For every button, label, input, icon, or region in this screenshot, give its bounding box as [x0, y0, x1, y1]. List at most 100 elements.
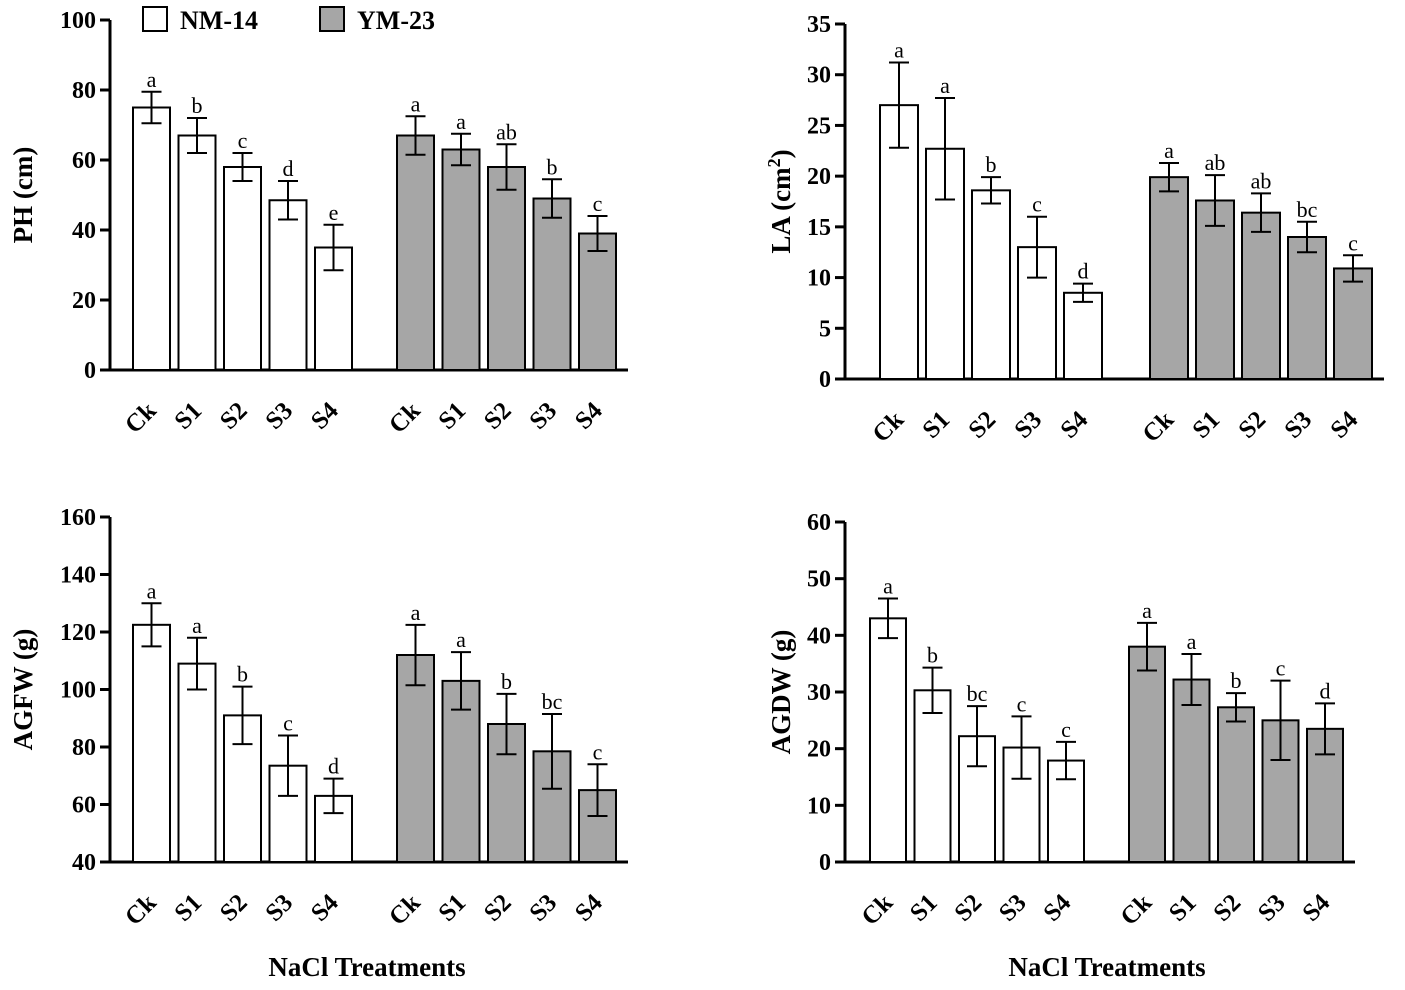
- y-tick-label: 0: [819, 367, 831, 393]
- x-tick-label: S3: [994, 889, 1032, 927]
- chart-leaf-area: 0 5 10 15 20 25 30 35 LA (cm2) a Ck a S1 b S2 c S3 d S4 a Ck…: [764, 12, 1384, 448]
- x-tick-label: S2: [949, 889, 987, 927]
- y-tick-label: 140: [60, 563, 96, 589]
- legend-swatch-ym23: [319, 6, 345, 32]
- bar: [396, 654, 435, 863]
- y-tick-label: 10: [807, 266, 831, 292]
- y-axis-title: AGDW (g): [766, 630, 796, 755]
- y-axis-title: LA (cm2): [764, 149, 796, 253]
- significance-letter: a: [411, 600, 421, 625]
- significance-letter: a: [456, 627, 466, 652]
- significance-letter: a: [1142, 598, 1152, 623]
- bar: [1241, 211, 1281, 380]
- bar: [268, 199, 308, 371]
- x-tick-label: S2: [479, 397, 517, 435]
- x-tick-label: Ck: [868, 406, 910, 448]
- y-tick-label: 0: [819, 850, 831, 876]
- bar: [441, 148, 481, 371]
- legend-label-ym23: YM-23: [357, 6, 435, 35]
- x-tick-label: S2: [215, 889, 253, 927]
- y-tick-label: 160: [60, 505, 96, 531]
- y-tick-label: 25: [807, 113, 831, 139]
- x-tick-label: S4: [570, 889, 608, 927]
- x-tick-label: S3: [524, 889, 562, 927]
- significance-letter: a: [147, 67, 157, 92]
- x-tick-label: S4: [570, 397, 608, 435]
- significance-letter: a: [1187, 629, 1197, 654]
- y-tick-label: 60: [72, 793, 96, 819]
- significance-letter: c: [593, 739, 603, 764]
- bar: [869, 617, 907, 863]
- chart-plant-height: 0 20 40 60 80 100 PH (cm) a Ck b S1 c S2 d S3 e S4 a Ck a S1…: [8, 8, 628, 439]
- y-tick-label: 30: [807, 680, 831, 706]
- significance-letter: c: [1276, 656, 1286, 681]
- significance-letter: d: [1078, 259, 1089, 284]
- y-tick-label: 60: [807, 510, 831, 536]
- chart-above-ground-fresh-weight: 40 60 80 100 120 140 160 AGFW (g) a Ck a S1 b S2 c S3 d S…: [8, 505, 628, 931]
- x-tick-label: S3: [260, 397, 298, 435]
- bar: [1063, 291, 1103, 380]
- significance-letter: bc: [542, 689, 563, 714]
- x-tick-label: Ck: [1138, 406, 1180, 448]
- bar: [1287, 236, 1327, 380]
- x-tick-label: S1: [433, 889, 471, 927]
- x-tick-label: S4: [306, 397, 344, 435]
- y-tick-label: 30: [807, 63, 831, 89]
- x-axis-title-left: NaCl Treatments: [268, 952, 465, 982]
- significance-letter: a: [940, 73, 950, 98]
- y-tick-label: 35: [807, 12, 831, 38]
- significance-letter: a: [883, 574, 893, 599]
- x-tick-label: S2: [1233, 406, 1271, 444]
- y-axis-title: AGFW (g): [8, 629, 38, 751]
- y-tick-label: 5: [819, 316, 831, 342]
- significance-letter: ab: [1251, 168, 1272, 193]
- x-tick-label: S4: [1038, 889, 1076, 927]
- y-tick-label: 0: [84, 358, 96, 384]
- x-tick-label: S4: [1297, 889, 1335, 927]
- x-tick-label: S1: [433, 397, 471, 435]
- significance-letter: c: [238, 128, 248, 153]
- y-tick-label: 20: [807, 737, 831, 763]
- significance-letter: d: [283, 156, 294, 181]
- x-tick-label: Ck: [120, 889, 162, 931]
- significance-letter: c: [283, 711, 293, 736]
- significance-letter: a: [894, 38, 904, 63]
- x-tick-label: S3: [1009, 406, 1047, 444]
- significance-letter: bc: [1297, 197, 1318, 222]
- significance-letter: d: [1320, 678, 1331, 703]
- bar: [132, 106, 171, 371]
- x-tick-label: Ck: [120, 397, 162, 439]
- significance-letter: a: [456, 109, 466, 134]
- y-tick-label: 40: [72, 850, 96, 876]
- legend-swatch-nm14: [142, 6, 168, 32]
- y-tick-label: 50: [807, 567, 831, 593]
- y-axis-title: PH (cm): [8, 147, 38, 244]
- bar: [314, 794, 353, 863]
- bar: [532, 197, 572, 371]
- x-tick-label: S1: [905, 889, 943, 927]
- bar: [971, 189, 1011, 380]
- x-tick-label: S2: [479, 889, 517, 927]
- significance-letter: b: [986, 152, 997, 177]
- significance-letter: c: [1032, 192, 1042, 217]
- significance-letter: c: [1061, 717, 1071, 742]
- bar: [487, 166, 526, 371]
- bar: [1149, 176, 1189, 380]
- bar: [578, 232, 617, 371]
- significance-letter: b: [237, 662, 248, 687]
- y-tick-label: 120: [60, 620, 96, 646]
- bar: [958, 735, 996, 864]
- significance-letter: e: [329, 200, 339, 225]
- x-tick-label: Ck: [1116, 889, 1158, 931]
- x-tick-label: S3: [1279, 406, 1317, 444]
- bar: [177, 134, 217, 371]
- significance-letter: a: [1164, 138, 1174, 163]
- significance-letter: c: [593, 191, 603, 216]
- significance-letter: c: [1017, 691, 1027, 716]
- bar: [132, 623, 171, 863]
- bar: [396, 134, 435, 371]
- x-tick-label: S4: [306, 889, 344, 927]
- x-tick-label: S3: [1253, 889, 1291, 927]
